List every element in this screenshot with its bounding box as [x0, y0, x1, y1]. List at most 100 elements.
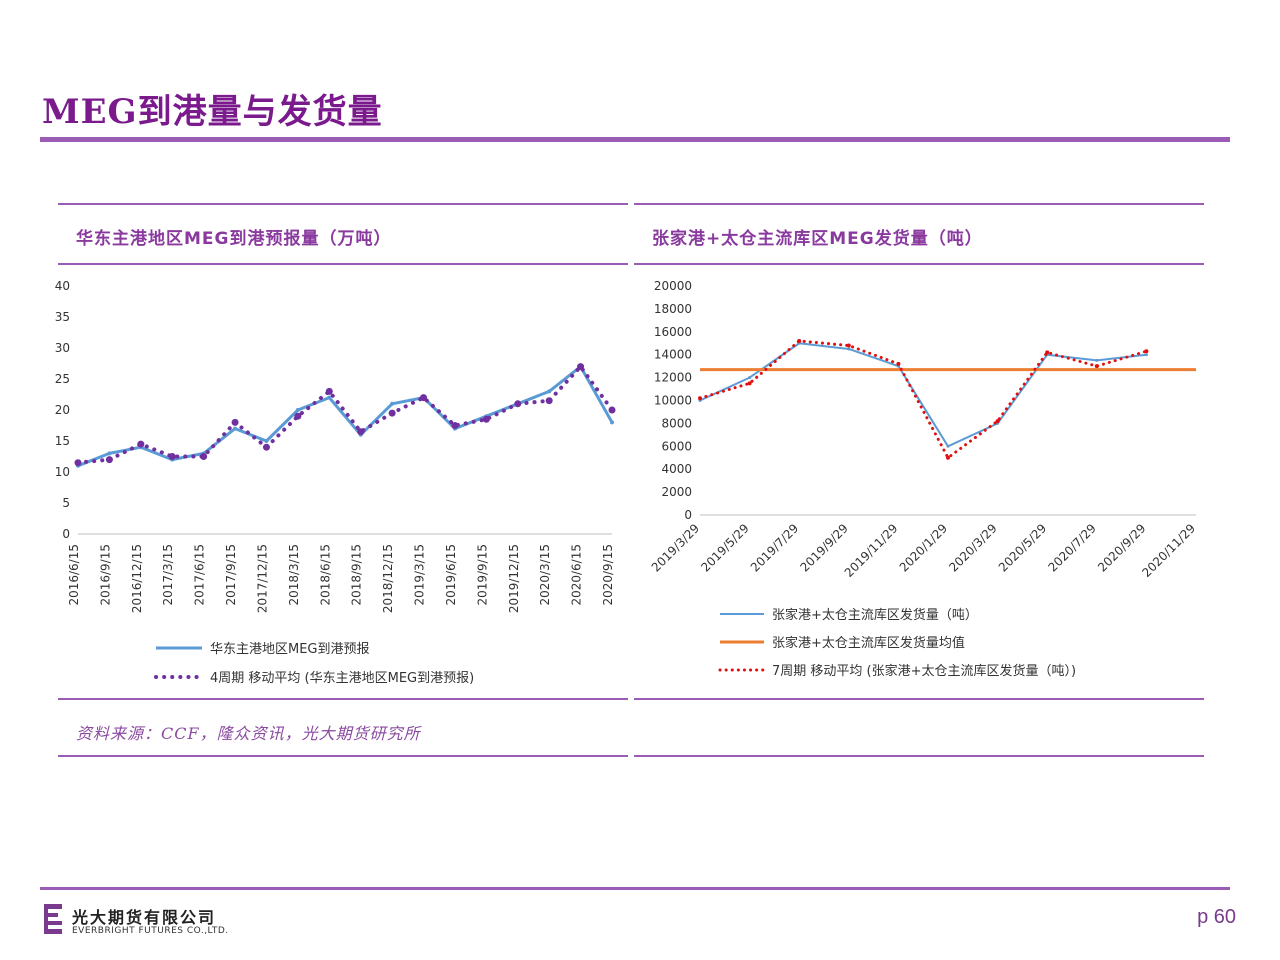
x-tick-label: 2019/3/15	[413, 544, 427, 606]
x-tick-label: 2017/3/15	[161, 544, 175, 606]
data-point	[357, 428, 365, 436]
left-chart: 0 5 10 15 20 25 30 35 40 2016/6/15 2016/9/15 2016/1…	[55, 279, 616, 686]
data-point	[107, 451, 112, 456]
data-point	[1094, 364, 1099, 369]
data-point	[995, 419, 1000, 424]
x-tick-label: 2018/12/15	[381, 544, 395, 613]
data-point	[168, 453, 176, 460]
y-tick-label: 6000	[661, 439, 692, 453]
page-title: MEG到港量与发货量	[42, 92, 383, 132]
legend-label: 4周期 移动平均 (华东主港地区MEG到港预报)	[210, 671, 474, 686]
data-point	[1144, 349, 1149, 354]
right-panel-source-rule	[634, 755, 1204, 757]
data-point	[946, 444, 950, 448]
right-panel-top-rule	[634, 203, 1204, 205]
footer-divider	[40, 887, 1230, 890]
x-tick-label: 2017/12/15	[255, 544, 269, 613]
data-point	[747, 381, 752, 386]
x-tick-label: 2019/9/15	[475, 544, 489, 606]
logo-company-en: EVERBRIGHT FUTURES CO.,LTD.	[72, 926, 229, 936]
x-tick-label: 2020/1/29	[897, 521, 950, 574]
y-tick-label: 15	[55, 434, 70, 448]
data-point	[105, 456, 113, 464]
x-tick-label: 2016/12/15	[130, 544, 144, 613]
series-line	[699, 342, 1147, 448]
left-panel-source-rule	[58, 755, 628, 757]
y-tick-label: 5	[62, 496, 70, 510]
data-point	[896, 361, 901, 366]
x-tick-label: 2019/12/15	[507, 544, 521, 613]
data-point	[325, 387, 333, 395]
y-tick-label: 40	[55, 279, 70, 293]
x-tick-label: 2016/9/15	[98, 544, 112, 606]
x-tick-label: 2018/9/15	[350, 544, 364, 606]
legend-label: 张家港+太仓主流库区发货量（吨）	[772, 607, 978, 623]
x-tick-label: 2020/5/29	[996, 521, 1049, 574]
title-divider	[40, 137, 1230, 142]
legend-label: 华东主港地区MEG到港预报	[210, 642, 370, 657]
data-point	[1095, 358, 1099, 362]
y-tick-label: 10000	[654, 394, 692, 408]
data-point	[420, 394, 428, 402]
x-tick-label: 2020/7/29	[1046, 521, 1099, 574]
y-tick-label: 2000	[661, 485, 692, 499]
y-tick-label: 8000	[661, 416, 692, 430]
data-point	[451, 422, 459, 429]
page-number: p 60	[1197, 906, 1236, 928]
data-point	[390, 401, 395, 406]
company-logo: 光大期货有限公司 EVERBRIGHT FUTURES CO.,LTD.	[42, 902, 282, 942]
x-tick-label: 2019/6/15	[444, 544, 458, 606]
y-tick-label: 10	[55, 465, 70, 479]
data-point	[608, 406, 616, 414]
left-panel-title-rule	[58, 263, 628, 265]
data-point	[327, 395, 332, 400]
data-point	[545, 397, 553, 405]
data-point	[137, 440, 145, 448]
logo-mark-icon	[44, 904, 62, 934]
data-point	[74, 459, 82, 467]
data-point	[1144, 353, 1148, 357]
data-point	[577, 363, 585, 371]
data-point	[200, 453, 208, 460]
x-tick-label: 2019/5/29	[698, 521, 751, 574]
x-tick-label: 2019/3/29	[649, 521, 702, 574]
data-point	[295, 408, 300, 412]
data-point	[294, 412, 302, 420]
data-point	[797, 338, 802, 343]
data-point	[482, 415, 490, 423]
x-tick-label: 2020/9/15	[601, 544, 615, 606]
left-chart-title: 华东主港地区MEG到港预报量（万吨）	[76, 229, 392, 249]
data-point	[547, 389, 552, 394]
data-point	[264, 439, 269, 443]
x-tick-label: 2019/9/29	[798, 521, 851, 574]
y-tick-label: 20000	[654, 279, 692, 293]
right-panel-bottom-rule	[634, 698, 1204, 700]
y-tick-label: 4000	[661, 462, 692, 476]
left-panel-bottom-rule	[58, 698, 628, 700]
logo-company-cn: 光大期货有限公司	[72, 908, 217, 927]
data-point	[388, 409, 396, 417]
data-point	[514, 400, 522, 408]
x-tick-label: 2018/6/15	[318, 544, 332, 606]
data-point	[262, 443, 270, 451]
x-tick-label: 2019/11/29	[842, 521, 901, 580]
data-point	[233, 426, 238, 431]
source-note: 资料来源：CCF，隆众资讯，光大期货研究所	[76, 724, 421, 743]
x-tick-label: 2020/3/15	[538, 544, 552, 606]
y-tick-label: 18000	[654, 302, 692, 316]
data-point	[847, 347, 851, 351]
right-chart-title: 张家港+太仓主流库区MEG发货量（吨）	[652, 229, 983, 249]
series-line	[77, 365, 614, 468]
y-tick-label: 20	[55, 403, 70, 417]
x-tick-label: 2019/7/29	[748, 521, 801, 574]
x-tick-label: 2016/6/15	[67, 544, 81, 606]
data-point	[610, 420, 614, 425]
x-tick-label: 2020/3/29	[946, 521, 999, 574]
x-tick-label: 2017/9/15	[224, 544, 238, 606]
x-tick-label: 2018/3/15	[287, 544, 301, 606]
x-tick-label: 2020/9/29	[1095, 521, 1148, 574]
y-tick-label: 30	[55, 341, 70, 355]
legend-label: 张家港+太仓主流库区发货量均值	[772, 635, 965, 651]
y-tick-label: 25	[55, 372, 70, 386]
y-tick-label: 0	[62, 527, 70, 541]
